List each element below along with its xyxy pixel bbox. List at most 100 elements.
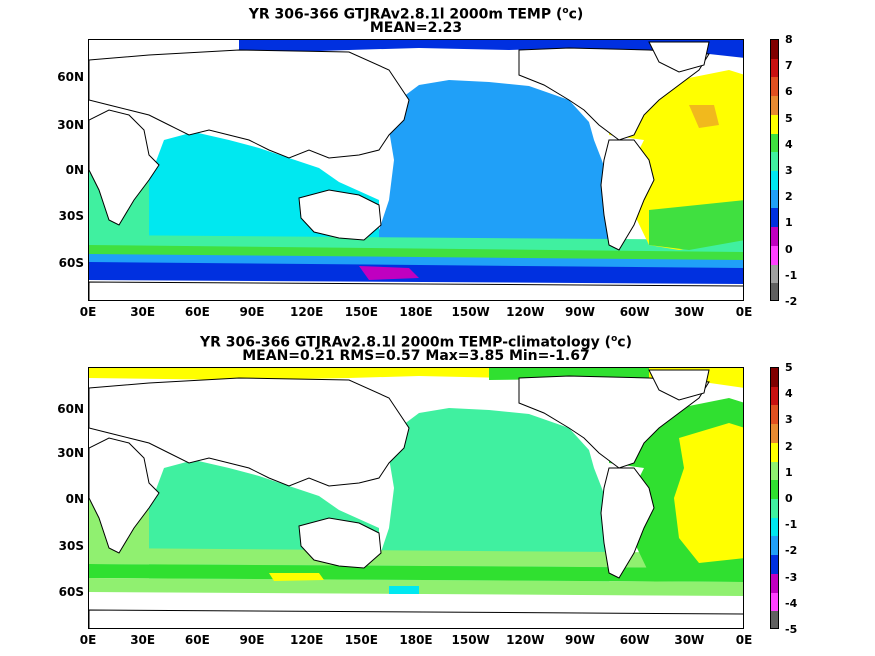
p2-cbar-seg-11 xyxy=(771,573,778,594)
p1-xlab-12: 0E xyxy=(735,305,753,319)
p1-cbar-seg-6 xyxy=(771,152,778,172)
p1-xlab-7: 150W xyxy=(451,305,490,319)
p1-cbar-seg-7 xyxy=(771,171,778,191)
p2-xlab-5: 150E xyxy=(344,633,378,647)
p1-cbar-seg-11 xyxy=(771,245,778,266)
p2-australia xyxy=(298,517,382,569)
p2-cbar-seg-13 xyxy=(771,611,778,628)
p1-xlab-2: 60E xyxy=(184,305,210,319)
p1-xlab-8: 120W xyxy=(506,305,545,319)
p2-cbar-label-7: -2 xyxy=(785,544,798,558)
p1-xlab-5: 150E xyxy=(344,305,378,319)
p2-xlab-9: 90W xyxy=(565,633,595,647)
p2-xlab-4: 120E xyxy=(290,633,324,647)
p2-africa xyxy=(89,437,160,554)
p1-cbar-seg-12 xyxy=(771,264,778,284)
p1-cbar-seg-8 xyxy=(771,189,778,209)
p1-cbar-label-2: 6 xyxy=(785,85,793,99)
p1-australia xyxy=(298,189,382,241)
p2-cbar-seg-6 xyxy=(771,480,778,500)
panel2-map-svg xyxy=(89,368,743,628)
p2-cbar-seg-0 xyxy=(771,368,778,388)
p2-xlab-3: 90E xyxy=(239,633,265,647)
p1-xlab-11: 30W xyxy=(674,305,705,319)
p1-ylab-60n: 60N xyxy=(57,70,84,84)
panel1-subtitle: MEAN=2.23 xyxy=(369,20,463,36)
p1-cbar-seg-5 xyxy=(771,133,778,153)
p1-cbar-seg-0 xyxy=(771,40,778,60)
p2-samerica xyxy=(600,467,655,579)
p1-south-4 xyxy=(89,262,743,284)
p2-cbar-label-6: -1 xyxy=(785,518,798,532)
p1-cbar-label-0: 8 xyxy=(785,33,793,46)
p2-atlantic-y xyxy=(674,423,743,563)
p1-cbar-label-7: 1 xyxy=(785,216,793,230)
p1-cbar-label-6: 2 xyxy=(785,190,793,204)
panel2-map xyxy=(88,367,744,629)
p1-cbar-seg-4 xyxy=(771,114,778,135)
panel1-title-unit: c) xyxy=(568,6,584,23)
p1-cbar-seg-3 xyxy=(771,96,778,116)
p1-cbar-label-10: -2 xyxy=(785,295,798,308)
p2-cbar-seg-4 xyxy=(771,442,778,463)
p1-xlab-9: 90W xyxy=(565,305,595,319)
p1-cbar-label-8: 0 xyxy=(785,242,793,256)
p1-samerica xyxy=(600,139,655,251)
p2-ylab-60s: 60S xyxy=(58,585,84,599)
panel2-subtitle: MEAN=0.21 RMS=0.57 Max=3.85 Min=-1.67 xyxy=(242,348,590,364)
p1-ylab-30s: 30S xyxy=(58,209,84,223)
p1-atlantic-s xyxy=(649,200,743,250)
panel2-colorbar xyxy=(770,367,779,629)
panel2-title-sup: o xyxy=(611,334,618,344)
p1-cbar-seg-2 xyxy=(771,77,778,97)
p1-cbar-label-3: 5 xyxy=(785,111,793,125)
p2-cbar-label-10: -5 xyxy=(785,623,798,636)
p2-ylab-60n: 60N xyxy=(57,402,84,416)
p1-eurasia xyxy=(89,49,410,159)
p2-greenland xyxy=(648,369,710,401)
panel1-colorbar xyxy=(770,39,779,301)
p2-cbar-label-3: 2 xyxy=(785,439,793,453)
p2-cbar-seg-12 xyxy=(771,592,778,612)
p1-xlab-4: 120E xyxy=(290,305,324,319)
p2-xlab-1: 30E xyxy=(130,633,156,647)
p2-ylab-30n: 30N xyxy=(57,446,84,460)
p1-cbar-label-1: 7 xyxy=(785,59,793,73)
p2-cbar-label-9: -4 xyxy=(785,596,798,610)
p2-south-y xyxy=(269,573,324,581)
p1-south-magenta xyxy=(359,266,419,280)
p2-cbar-seg-1 xyxy=(771,386,778,406)
panel2-title: YR 306-366 GTJRAv2.8.1l 2000m TEMP-clima… xyxy=(88,331,744,351)
p2-xlab-6: 180E xyxy=(399,633,433,647)
p2-cbar-seg-3 xyxy=(771,424,778,444)
panel1-map-svg xyxy=(89,40,743,300)
p1-ylab-0n: 0N xyxy=(65,163,84,177)
p2-xlab-8: 120W xyxy=(506,633,545,647)
p2-cbar-seg-10 xyxy=(771,555,778,575)
p1-ylab-60s: 60S xyxy=(58,256,84,270)
p2-antarctica xyxy=(89,609,743,628)
p2-cbar-label-2: 3 xyxy=(785,413,793,427)
p2-cbar-seg-9 xyxy=(771,536,778,556)
p2-eurasia xyxy=(89,377,410,487)
p1-ylab-30n: 30N xyxy=(57,118,84,132)
panel1-map xyxy=(88,39,744,301)
p2-ylab-0n: 0N xyxy=(65,492,84,506)
p1-cbar-seg-9 xyxy=(771,208,778,228)
p1-cbar-seg-10 xyxy=(771,227,778,247)
p2-cbar-label-4: 1 xyxy=(785,465,793,479)
panel2-title-unit: c) xyxy=(617,334,632,351)
panel1-title-sup: o xyxy=(562,6,569,16)
p1-cbar-seg-1 xyxy=(771,58,778,78)
panel1-title: YR 306-366 GTJRAv2.8.1l 2000m TEMP (oc) xyxy=(88,3,744,23)
p1-greenland xyxy=(648,41,710,73)
p1-africa xyxy=(89,109,160,226)
p2-cbar-label-0: 5 xyxy=(785,361,793,374)
p1-cbar-label-4: 4 xyxy=(785,137,793,151)
p1-pacific xyxy=(379,80,614,255)
p1-cbar-label-9: -1 xyxy=(785,268,798,282)
panel1-title-prefix: YR 306-366 GTJRAv2.8.1l 2000m TEMP ( xyxy=(248,6,563,23)
p2-cbar-label-1: 4 xyxy=(785,387,793,401)
p2-south-c xyxy=(389,586,419,594)
p1-xlab-1: 30E xyxy=(130,305,156,319)
